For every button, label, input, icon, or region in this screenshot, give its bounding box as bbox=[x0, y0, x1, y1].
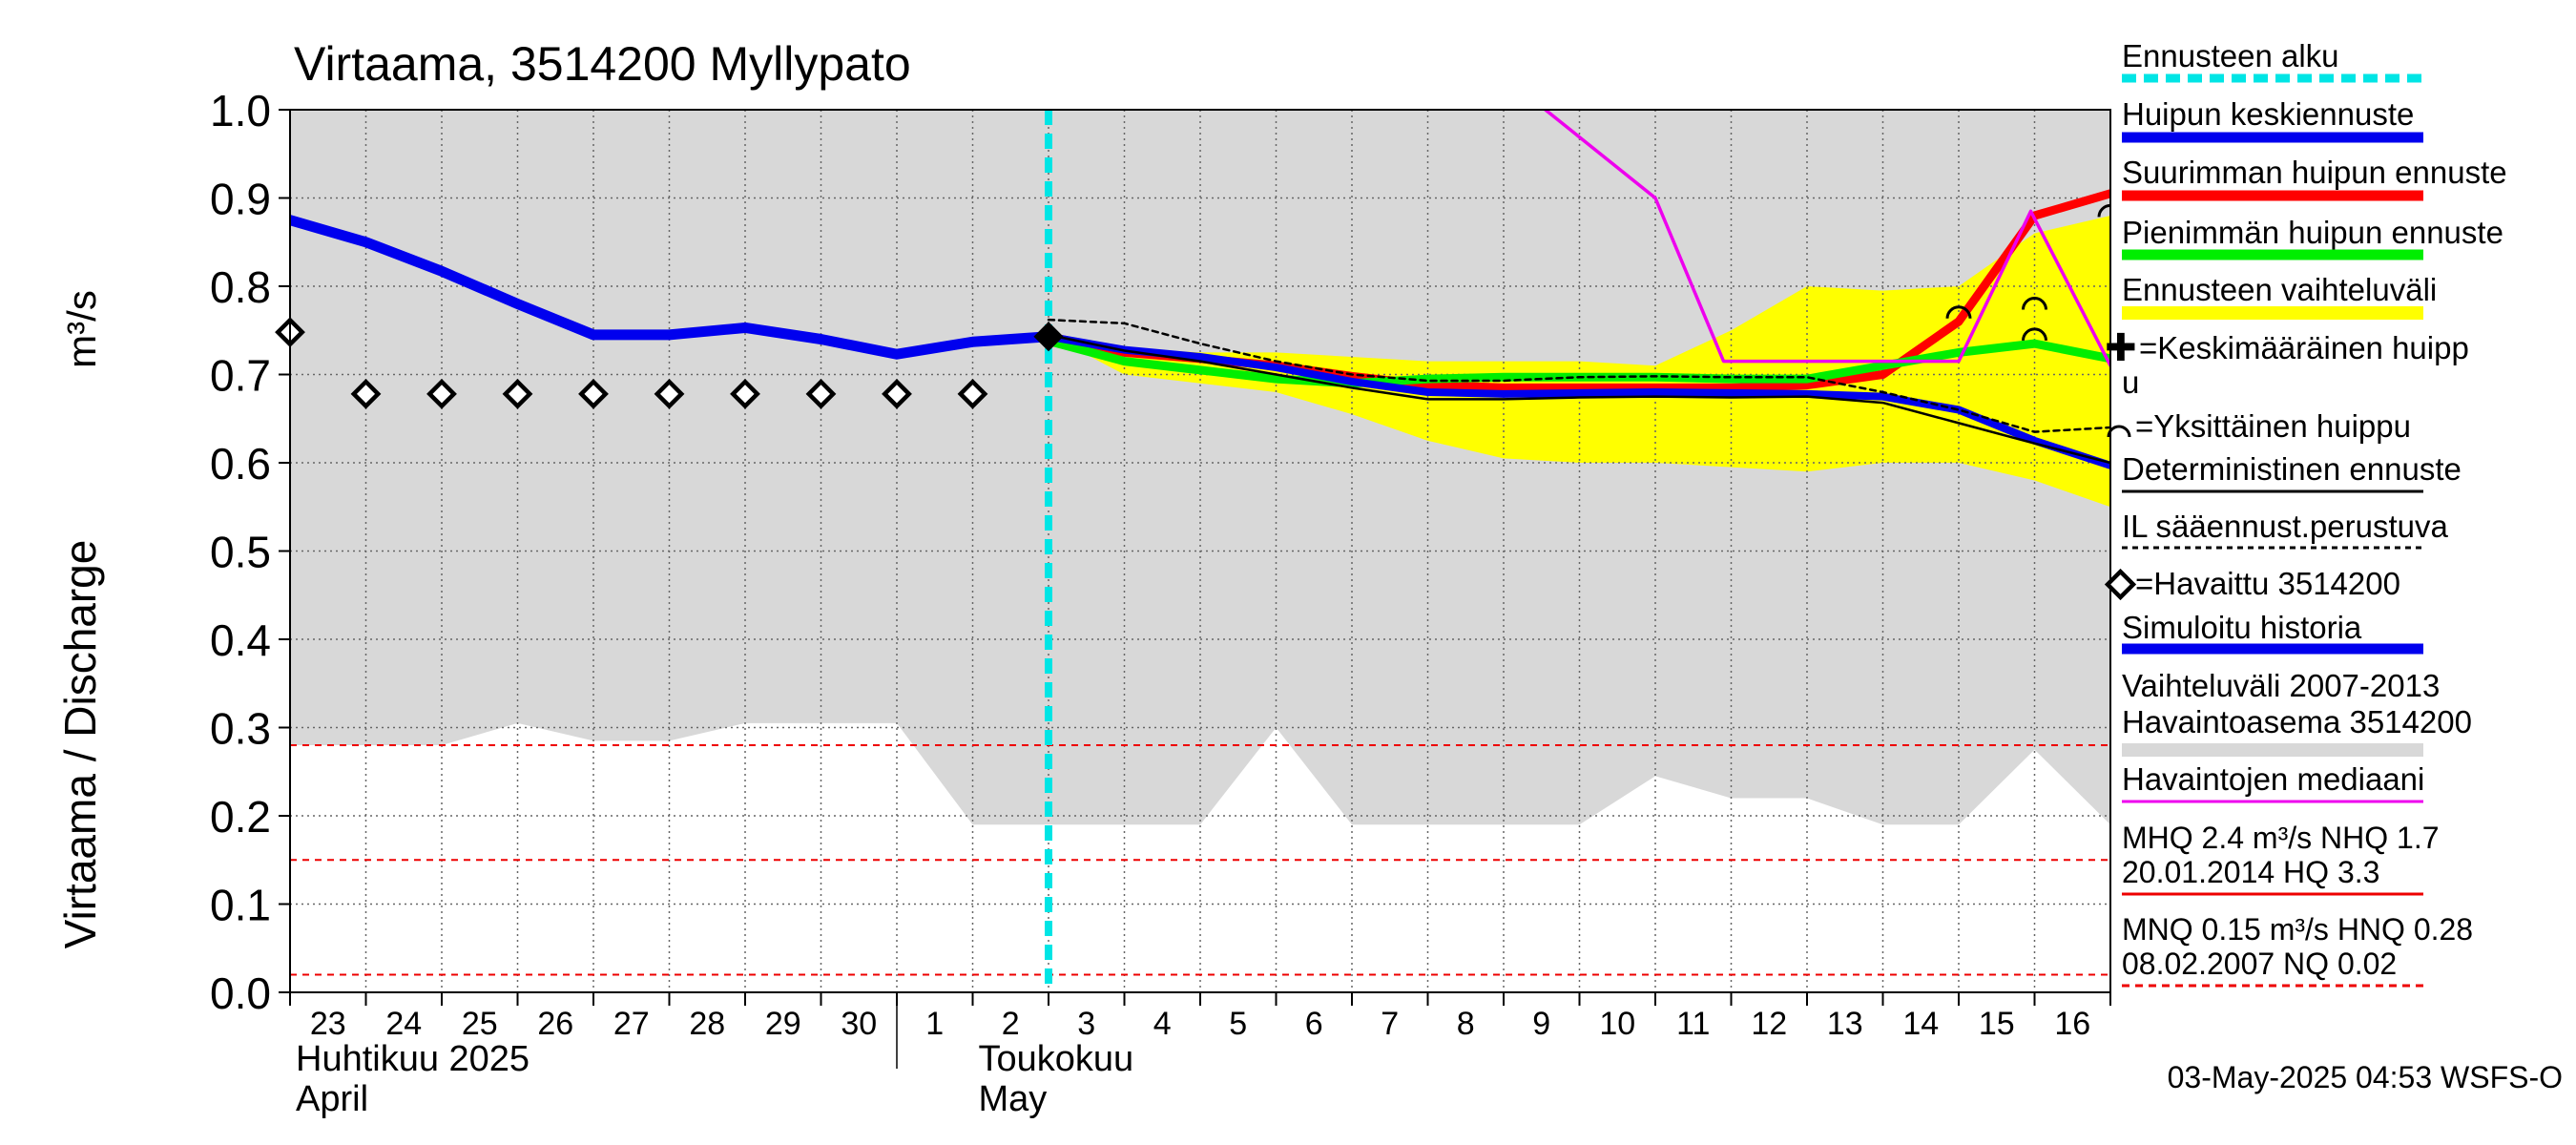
x-day-label: 1 bbox=[925, 1006, 944, 1042]
legend-label-il-forecast: IL sääennust.perustuva bbox=[2122, 509, 2448, 544]
y-axis-label: Virtaama / Discharge bbox=[55, 540, 105, 949]
y-tick-label: 0.5 bbox=[210, 528, 271, 577]
month-label-fi: Toukokuu bbox=[979, 1039, 1134, 1079]
month-label-en: May bbox=[979, 1079, 1048, 1119]
legend-label-deterministic: Deterministinen ennuste bbox=[2122, 451, 2462, 487]
x-day-label: 2 bbox=[1002, 1006, 1020, 1042]
x-day-label: 9 bbox=[1532, 1006, 1550, 1042]
y-axis-unit: m³/s bbox=[59, 290, 104, 368]
x-day-label: 25 bbox=[462, 1006, 498, 1042]
month-label-fi: Huhtikuu 2025 bbox=[296, 1039, 530, 1079]
observed-point bbox=[502, 378, 533, 409]
y-tick-label: 0.0 bbox=[210, 968, 271, 1018]
x-day-label: 12 bbox=[1751, 1006, 1787, 1042]
legend-label-station: Havaintoasema 3514200 bbox=[2122, 704, 2472, 739]
plot-area bbox=[275, 110, 2110, 992]
x-day-label: 24 bbox=[385, 1006, 422, 1042]
footer-timestamp: 03-May-2025 04:53 WSFS-O bbox=[2168, 1060, 2563, 1094]
legend-label-single-peak: =Yksittäinen huippu bbox=[2135, 408, 2411, 444]
x-day-label: 15 bbox=[1979, 1006, 2015, 1042]
x-day-label: 7 bbox=[1381, 1006, 1399, 1042]
observed-point bbox=[882, 378, 912, 409]
single-peak-marker bbox=[2022, 327, 2047, 342]
legend-swatch-history-range bbox=[2122, 743, 2423, 757]
y-tick-label: 0.3 bbox=[210, 704, 271, 754]
legend-arc-icon bbox=[2107, 425, 2131, 438]
x-day-label: 4 bbox=[1153, 1006, 1172, 1042]
x-day-label: 10 bbox=[1599, 1006, 1635, 1042]
legend-label-max-peak-forecast: Suurimman huipun ennuste bbox=[2122, 155, 2507, 190]
series-line-il-saaennust-perustuva bbox=[1047, 318, 2110, 433]
y-tick-label: 0.4 bbox=[210, 615, 271, 665]
y-tick-label: 0.7 bbox=[210, 351, 271, 401]
observed-point bbox=[805, 378, 837, 409]
legend-label-mean-peak-forecast: Huipun keskiennuste bbox=[2122, 96, 2414, 132]
x-day-label: 3 bbox=[1077, 1006, 1095, 1042]
series-line-havaintojen-mediaani bbox=[1543, 110, 2110, 367]
forecast-range-band bbox=[1049, 216, 2110, 508]
x-day-label: 28 bbox=[689, 1006, 725, 1042]
series-line-huipun-keskiennuste bbox=[1045, 332, 2110, 469]
x-day-label: 16 bbox=[2054, 1006, 2090, 1042]
legend-mnq-line1: MNQ 0.15 m³/s HNQ 0.28 bbox=[2122, 912, 2473, 947]
legend-label-min-peak-forecast: Pienimmän huipun ennuste bbox=[2122, 215, 2503, 250]
legend-label-average-peak: =Keskimääräinen huipp bbox=[2139, 330, 2469, 365]
legend-mnq-line2: 08.02.2007 NQ 0.02 bbox=[2122, 947, 2397, 981]
y-tick-label: 0.6 bbox=[210, 439, 271, 489]
y-tick-label: 1.0 bbox=[210, 86, 271, 135]
observed-point bbox=[578, 378, 609, 409]
x-day-label: 30 bbox=[841, 1006, 877, 1042]
x-day-label: 6 bbox=[1305, 1006, 1323, 1042]
plot-content bbox=[290, 110, 2110, 992]
month-label-en: April bbox=[296, 1079, 368, 1119]
y-tick-label: 0.8 bbox=[210, 262, 271, 312]
observed-point bbox=[654, 378, 685, 409]
observed-point bbox=[730, 378, 760, 409]
observed-point bbox=[957, 378, 988, 409]
legend: Ennusteen alku Huipun keskiennuste Suuri… bbox=[2104, 38, 2507, 988]
legend-label-observed: =Havaittu 3514200 bbox=[2135, 566, 2400, 601]
legend-label-forecast-range: Ennusteen vaihteluväli bbox=[2122, 272, 2437, 307]
chart-title: Virtaama, 3514200 Myllypato bbox=[294, 37, 911, 91]
legend-label-history-range: Vaihteluväli 2007-2013 bbox=[2122, 668, 2440, 703]
series-line-simuloitu-historia bbox=[290, 215, 1054, 360]
x-day-label: 29 bbox=[765, 1006, 801, 1042]
forecast-start-marker bbox=[1033, 322, 1064, 352]
series-line-deterministinen-ennuste bbox=[1047, 333, 2110, 465]
legend-diamond-icon bbox=[2104, 568, 2137, 601]
x-day-label: 14 bbox=[1902, 1006, 1939, 1042]
x-day-label: 11 bbox=[1676, 1006, 1710, 1042]
legend-mhq-line2: 20.01.2014 HQ 3.3 bbox=[2122, 855, 2379, 889]
legend-label-average-peak-wrap: u bbox=[2122, 364, 2139, 400]
legend-swatch-forecast-range bbox=[2122, 306, 2423, 320]
y-tick-label: 0.2 bbox=[210, 792, 271, 842]
single-peak-marker bbox=[1945, 305, 1972, 319]
legend-mhq-line1: MHQ 2.4 m³/s NHQ 1.7 bbox=[2122, 821, 2440, 855]
y-tick-label: 0.9 bbox=[210, 175, 271, 224]
legend-label-median: Havaintojen mediaani bbox=[2122, 761, 2424, 797]
x-day-label: 13 bbox=[1827, 1006, 1863, 1042]
single-peak-marker bbox=[2097, 203, 2110, 218]
axes: 0.00.10.20.30.40.50.60.70.80.91.023 24 25 2… bbox=[210, 86, 2111, 1119]
observed-point bbox=[350, 378, 382, 409]
x-day-label: 26 bbox=[537, 1006, 573, 1042]
x-day-label: 5 bbox=[1229, 1006, 1247, 1042]
x-day-label: 27 bbox=[613, 1006, 650, 1042]
x-day-label: 8 bbox=[1457, 1006, 1475, 1042]
single-peak-marker bbox=[2022, 297, 2047, 310]
legend-label-simulated-history: Simuloitu historia bbox=[2122, 610, 2362, 645]
legend-label-forecast-start: Ennusteen alku bbox=[2122, 38, 2339, 73]
y-tick-label: 0.1 bbox=[210, 881, 271, 930]
legend-plus-icon: ✚ bbox=[2105, 327, 2137, 369]
x-day-label: 23 bbox=[310, 1006, 346, 1042]
observed-point bbox=[426, 378, 457, 409]
